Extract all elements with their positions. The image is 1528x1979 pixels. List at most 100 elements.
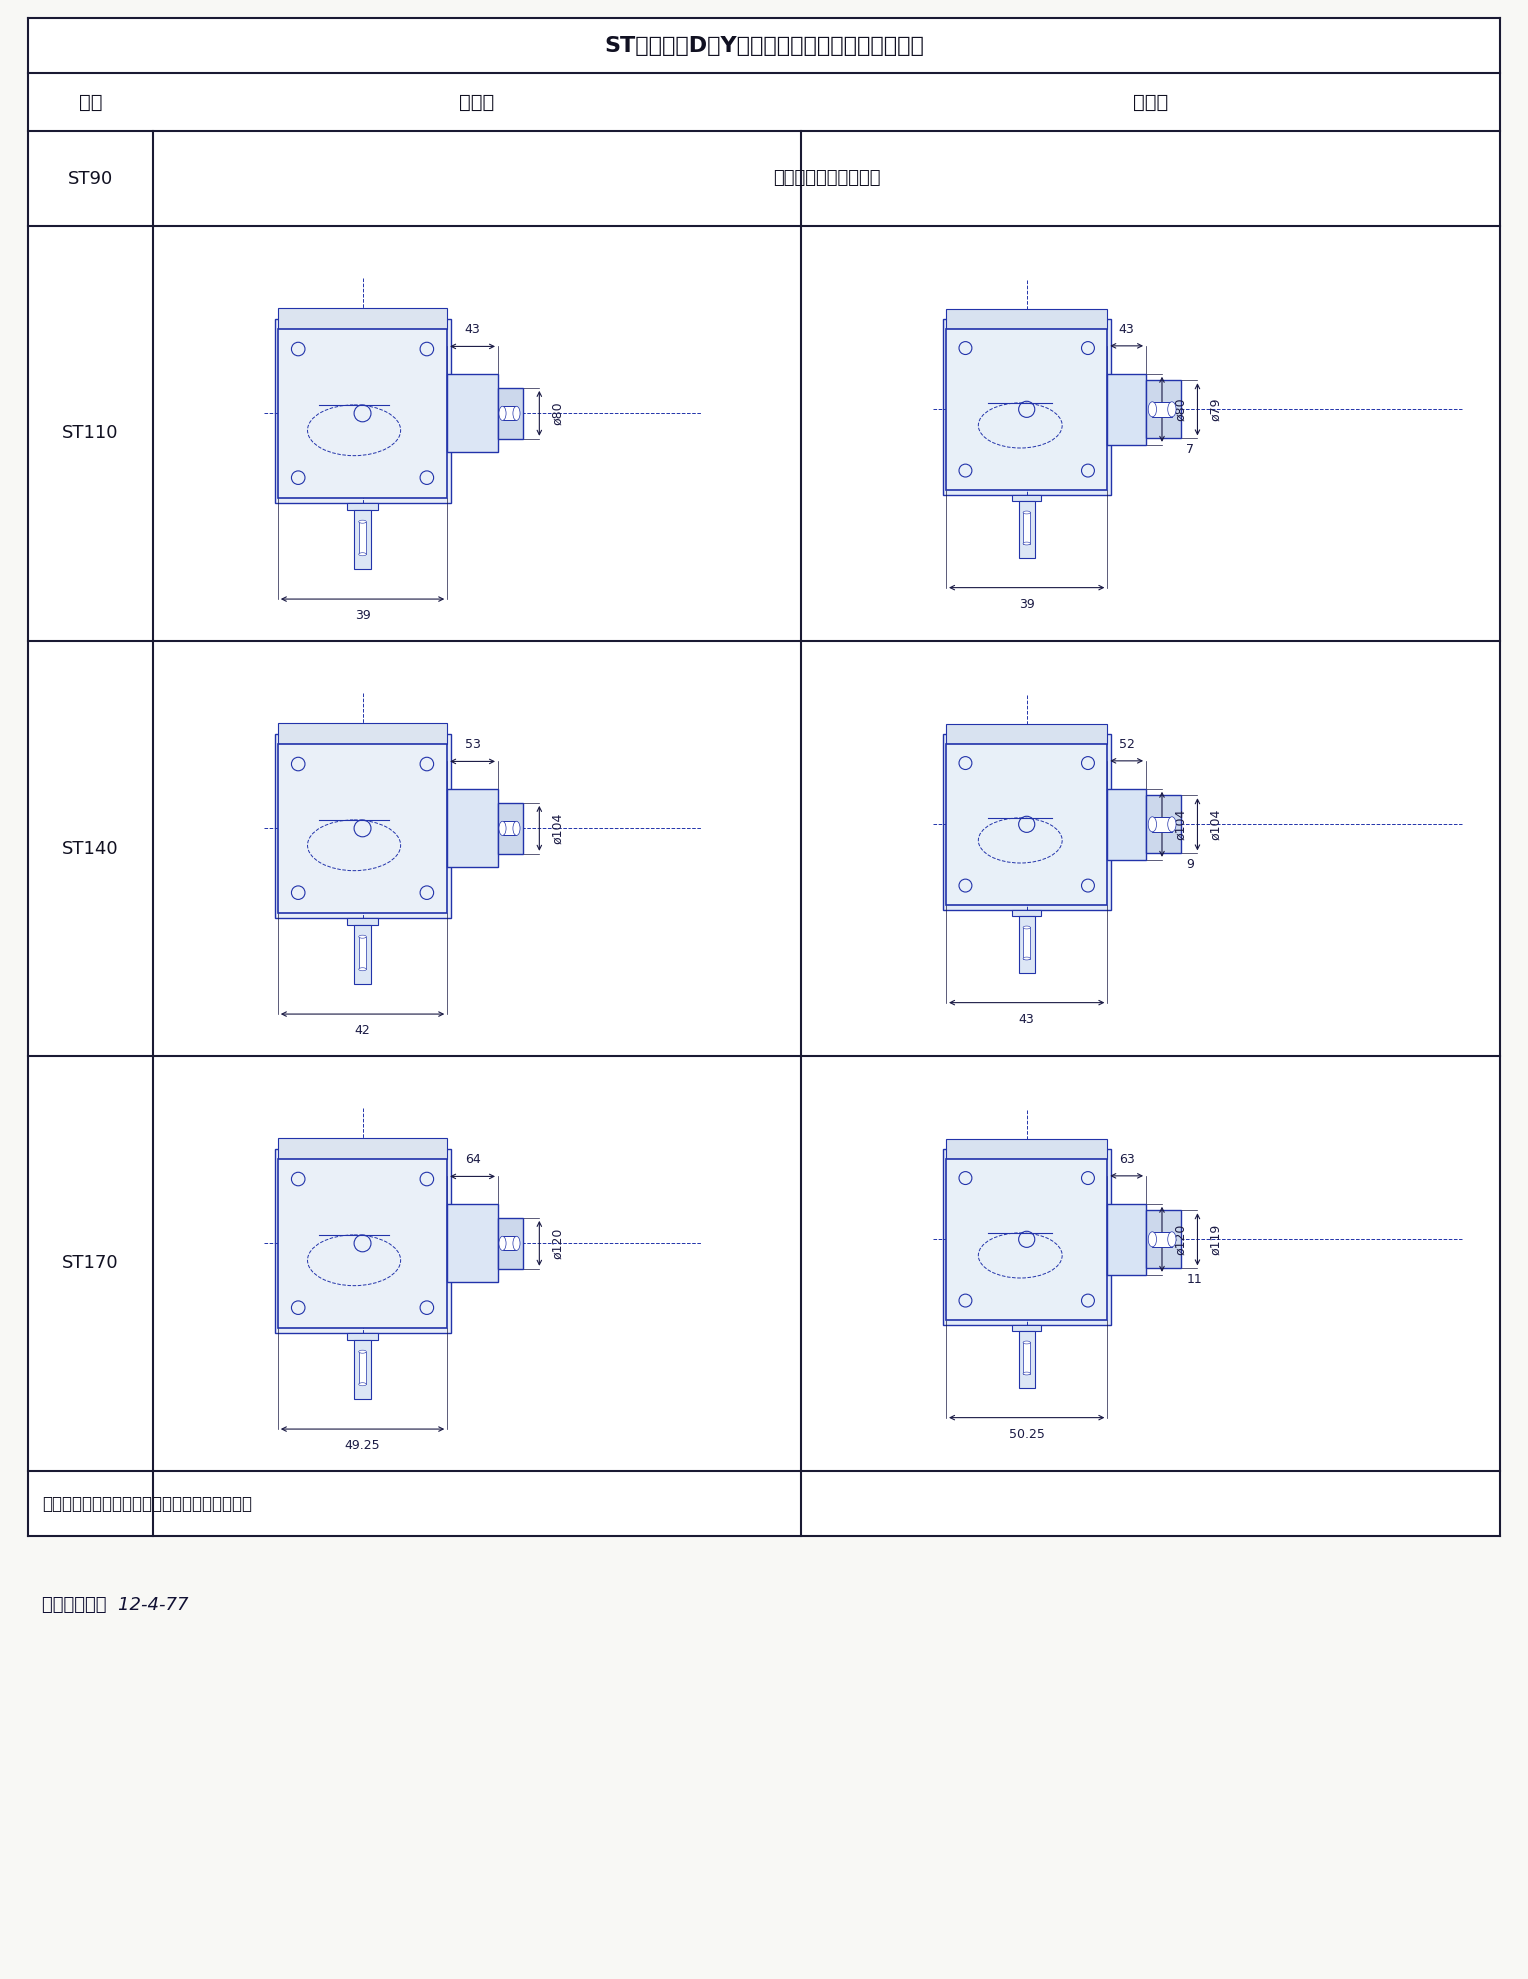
Bar <box>278 329 448 499</box>
Text: ø104: ø104 <box>1174 809 1187 839</box>
Text: ST140: ST140 <box>63 839 119 857</box>
Text: ST110: ST110 <box>63 425 119 443</box>
Ellipse shape <box>1024 542 1030 544</box>
Text: 42: 42 <box>354 1023 370 1037</box>
Ellipse shape <box>513 406 520 420</box>
Ellipse shape <box>1024 511 1030 515</box>
Bar <box>1024 513 1030 544</box>
Bar <box>1152 817 1172 831</box>
Text: 43: 43 <box>1118 323 1134 336</box>
Bar <box>359 522 367 554</box>
Bar <box>278 1160 448 1328</box>
Bar <box>1019 916 1034 972</box>
Text: 53: 53 <box>465 738 480 752</box>
Text: 52: 52 <box>1118 738 1135 750</box>
Bar <box>1012 1324 1041 1332</box>
Bar <box>354 1340 371 1399</box>
Ellipse shape <box>359 552 367 556</box>
Ellipse shape <box>500 1237 506 1251</box>
Text: ø120: ø120 <box>552 1227 564 1259</box>
Bar <box>498 1217 523 1269</box>
Bar <box>354 511 371 570</box>
Text: 64: 64 <box>465 1154 480 1166</box>
Bar <box>946 309 1108 329</box>
Bar <box>1012 495 1041 501</box>
Bar <box>28 18 1500 1536</box>
Text: 43: 43 <box>1019 1013 1034 1025</box>
Bar <box>1012 910 1041 916</box>
Bar <box>503 821 516 835</box>
Ellipse shape <box>500 821 506 835</box>
Bar <box>946 329 1108 491</box>
Ellipse shape <box>359 520 367 522</box>
Bar <box>943 319 1111 495</box>
Text: ø120: ø120 <box>1174 1223 1187 1255</box>
Bar <box>503 406 516 420</box>
Bar <box>347 503 377 511</box>
Bar <box>1108 790 1146 859</box>
Ellipse shape <box>1024 926 1030 928</box>
Bar <box>1024 928 1030 958</box>
Text: ST170: ST170 <box>63 1255 119 1272</box>
Bar <box>347 1334 377 1340</box>
Text: 确认人：张强  12-4-77: 确认人：张强 12-4-77 <box>41 1595 188 1615</box>
Text: 63: 63 <box>1118 1154 1134 1166</box>
Ellipse shape <box>1148 817 1157 831</box>
Text: 50.25: 50.25 <box>1008 1427 1045 1441</box>
Bar <box>278 724 448 744</box>
Ellipse shape <box>1167 817 1177 831</box>
Bar <box>503 1237 516 1251</box>
Bar <box>359 936 367 970</box>
Bar <box>275 319 451 503</box>
Text: 39: 39 <box>354 610 370 621</box>
Bar <box>278 744 448 912</box>
Text: 39: 39 <box>1019 598 1034 612</box>
Text: ST90: ST90 <box>67 170 113 188</box>
Bar <box>1019 501 1034 558</box>
Bar <box>1024 1342 1030 1373</box>
Bar <box>1152 402 1172 418</box>
Ellipse shape <box>359 936 367 938</box>
Ellipse shape <box>359 1350 367 1354</box>
Ellipse shape <box>1167 1231 1177 1247</box>
Bar <box>1146 1211 1181 1269</box>
Text: ø80: ø80 <box>1174 398 1187 422</box>
Bar <box>354 924 371 984</box>
Ellipse shape <box>513 1237 520 1251</box>
Bar <box>946 1140 1108 1160</box>
Bar <box>943 734 1111 910</box>
Ellipse shape <box>1148 402 1157 418</box>
Text: ø104: ø104 <box>552 813 564 843</box>
Bar <box>359 1352 367 1383</box>
Ellipse shape <box>513 821 520 835</box>
Text: ø104: ø104 <box>1210 809 1222 839</box>
Ellipse shape <box>1024 958 1030 960</box>
Bar <box>278 1138 448 1160</box>
Text: ø119: ø119 <box>1210 1223 1222 1255</box>
Text: 11: 11 <box>1186 1272 1203 1286</box>
Bar <box>1152 1231 1172 1247</box>
Bar <box>946 1160 1108 1320</box>
Ellipse shape <box>1167 402 1177 418</box>
Bar <box>275 734 451 918</box>
Bar <box>448 374 498 453</box>
Bar <box>498 803 523 853</box>
Bar <box>1019 1332 1034 1387</box>
Bar <box>1108 1203 1146 1274</box>
Text: ø80: ø80 <box>552 402 564 425</box>
Ellipse shape <box>359 968 367 972</box>
Bar <box>1108 374 1146 445</box>
Text: ST系列入力D、Y形式减速机部分尺寸变更对照表: ST系列入力D、Y形式减速机部分尺寸变更对照表 <box>604 36 924 55</box>
Bar <box>946 744 1108 904</box>
Text: ø79: ø79 <box>1210 398 1222 422</box>
Bar <box>1146 796 1181 853</box>
Ellipse shape <box>1148 1231 1157 1247</box>
Bar <box>943 1150 1111 1324</box>
Text: 注：除上述尺寸有设变外，其余尺寸未做变更。: 注：除上述尺寸有设变外，其余尺寸未做变更。 <box>41 1494 252 1512</box>
Ellipse shape <box>1024 1371 1030 1375</box>
Bar <box>448 1205 498 1282</box>
Text: 型号: 型号 <box>79 93 102 111</box>
Text: 7: 7 <box>1186 443 1195 457</box>
Ellipse shape <box>1024 1342 1030 1344</box>
Bar <box>1146 380 1181 437</box>
